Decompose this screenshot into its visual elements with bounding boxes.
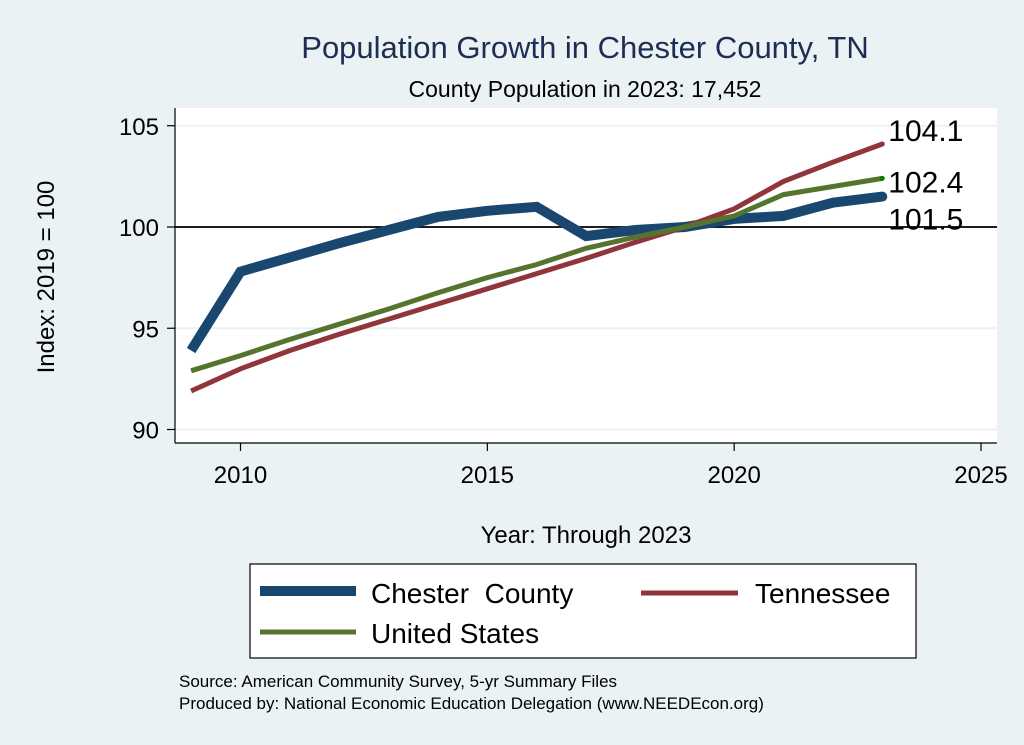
series-line-united-states	[190, 175, 883, 374]
series-endpoint-tennessee	[879, 141, 885, 147]
legend: Chester County Tennessee United States	[249, 563, 917, 659]
end-labels: 101.5 104.1 102.4	[888, 115, 963, 237]
producer-note: Produced by: National Economic Education…	[179, 694, 764, 713]
chart-title: Population Growth in Chester County, TN	[301, 30, 868, 65]
series-line-tennessee	[190, 141, 884, 394]
y-tick-label: 100	[119, 215, 159, 242]
y-tick-label: 105	[119, 114, 159, 141]
end-label-united-states: 102.4	[888, 166, 963, 199]
end-label-chester-county: 101.5	[888, 204, 963, 237]
x-tick-label: 2025	[954, 462, 1007, 489]
source-note: Source: American Community Survey, 5-yr …	[179, 672, 617, 691]
series-line-chester-county	[186, 191, 883, 354]
x-tick-label: 2010	[214, 462, 267, 489]
x-axis-title: Year: Through 2023	[481, 522, 692, 549]
legend-label-tennessee: Tennessee	[755, 578, 890, 609]
legend-label-united-states: United States	[371, 618, 539, 649]
legend-label-chester-county: Chester County	[371, 578, 573, 609]
legend-box	[249, 563, 917, 659]
x-tick-label: 2020	[707, 462, 760, 489]
chart-subtitle: County Population in 2023: 17,452	[409, 76, 762, 102]
series-endpoint-united-states	[879, 175, 885, 181]
x-tick-label: 2015	[461, 462, 514, 489]
plot-area	[175, 108, 997, 443]
axes: 90 95 100 105 2010 2015 2020 2025	[119, 108, 1008, 489]
end-label-tennessee: 104.1	[888, 115, 963, 148]
y-tick-label: 95	[132, 316, 159, 343]
y-axis-title: Index: 2019 = 100	[33, 181, 60, 374]
series-endpoint-chester-county	[877, 191, 888, 202]
y-tick-label: 90	[132, 418, 159, 445]
series-lines	[186, 141, 888, 394]
